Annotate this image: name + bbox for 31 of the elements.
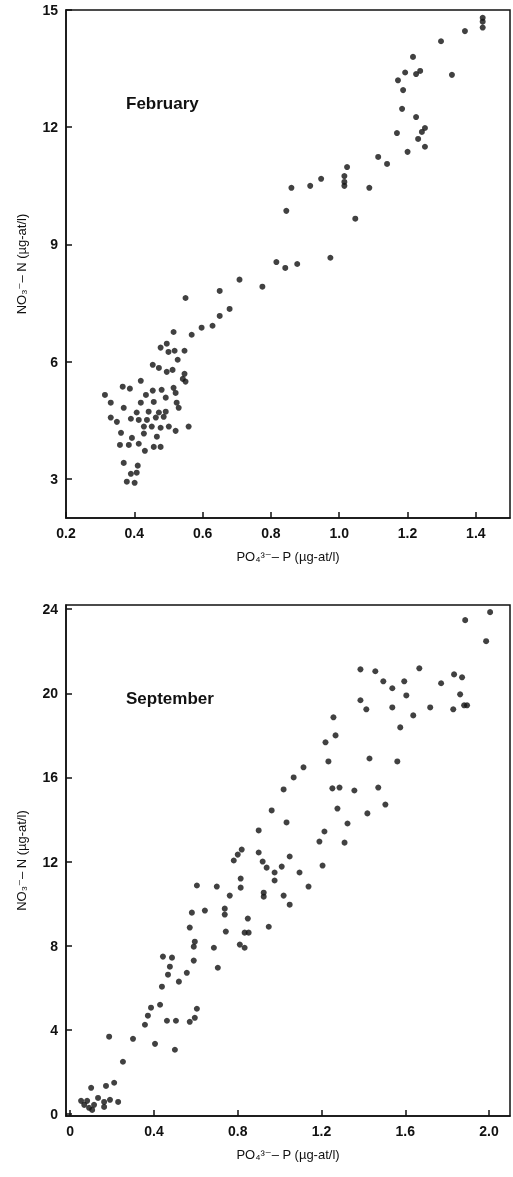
x-tick-label: 1.2	[311, 1123, 332, 1139]
y-tick-label: 12	[42, 853, 59, 870]
y-tick-label: 9	[50, 236, 59, 253]
y-tick-label: 20	[42, 685, 59, 702]
y-tick-label: 15	[42, 2, 59, 18]
y-axis-title: NO₃⁻– N (µg-at/l)	[14, 213, 29, 315]
x-tick-label: 0.2	[56, 525, 76, 541]
x-tick-label: 2.0	[479, 1123, 499, 1139]
x-tick-label: 1.2	[397, 525, 418, 541]
x-tick-label: 1.0	[329, 525, 350, 541]
y-tick-label: 24	[42, 601, 59, 618]
text: February	[126, 94, 200, 113]
x-tick-label: 0.8	[228, 1123, 248, 1139]
y-tick-label: 0	[50, 1105, 59, 1122]
x-tick-label: 0.8	[261, 525, 281, 541]
x-tick-label: 0.4	[124, 525, 145, 541]
y-tick-label: 4	[50, 1021, 59, 1038]
y-tick-label: 16	[42, 769, 59, 786]
x-axis-title: PO₄³⁻– P (µg-at/l)	[236, 549, 340, 564]
x-axis-title: PO₄³⁻– P (µg-at/l)	[236, 1147, 340, 1162]
x-tick-label: 1.4	[466, 525, 486, 541]
x-tick-label: 1.6	[395, 1123, 416, 1139]
text: September	[126, 689, 215, 708]
y-tick-label: 3	[50, 470, 59, 487]
y-tick-label: 6	[50, 353, 59, 370]
x-tick-label: 0.4	[144, 1123, 164, 1139]
y-tick-label: 12	[42, 119, 59, 136]
x-tick-label: 0	[66, 1123, 75, 1139]
y-axis-title: NO₃⁻– N (µg-at/l)	[14, 810, 29, 911]
x-tick-label: 0.6	[192, 525, 213, 541]
y-tick-label: 8	[50, 937, 59, 954]
